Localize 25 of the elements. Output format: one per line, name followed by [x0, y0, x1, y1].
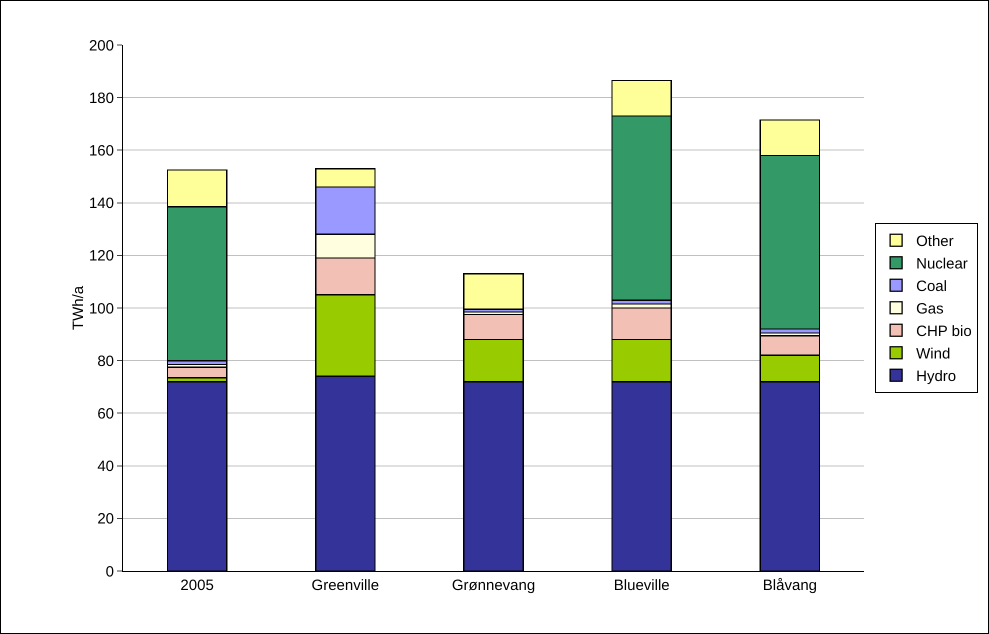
y-tick-label: 20	[97, 510, 114, 528]
y-tick-label: 0	[106, 563, 114, 580]
x-tick-label: 2005	[180, 577, 214, 594]
y-tick-label: 100	[88, 300, 114, 318]
legend-label: Coal	[916, 278, 947, 296]
x-tick-label: Greenville	[312, 577, 380, 594]
y-tick-label: 180	[88, 90, 114, 107]
legend-label: Wind	[916, 346, 950, 363]
bar	[463, 273, 524, 310]
x-tick-label: Blueville	[614, 577, 670, 594]
y-tick-label: 160	[88, 142, 114, 160]
x-tick-label: Grønnevang	[452, 577, 536, 594]
y-axis-title: TWh/a	[70, 285, 87, 330]
y-tick-label: 40	[97, 458, 114, 476]
legend-label: CHP bio	[916, 323, 972, 340]
legend-label: Gas	[916, 300, 944, 318]
y-tick-label: 80	[97, 352, 114, 370]
y-tick-label: 120	[88, 248, 114, 265]
x-tick-label: Blåvang	[762, 577, 818, 594]
legend-label: Other	[916, 233, 954, 250]
legend-label: Hydro	[916, 368, 956, 386]
y-tick-label: 200	[88, 37, 114, 54]
legend-label: Nuclear	[916, 256, 968, 273]
y-tick-label: 60	[97, 405, 114, 422]
y-tick-label: 140	[88, 195, 114, 212]
